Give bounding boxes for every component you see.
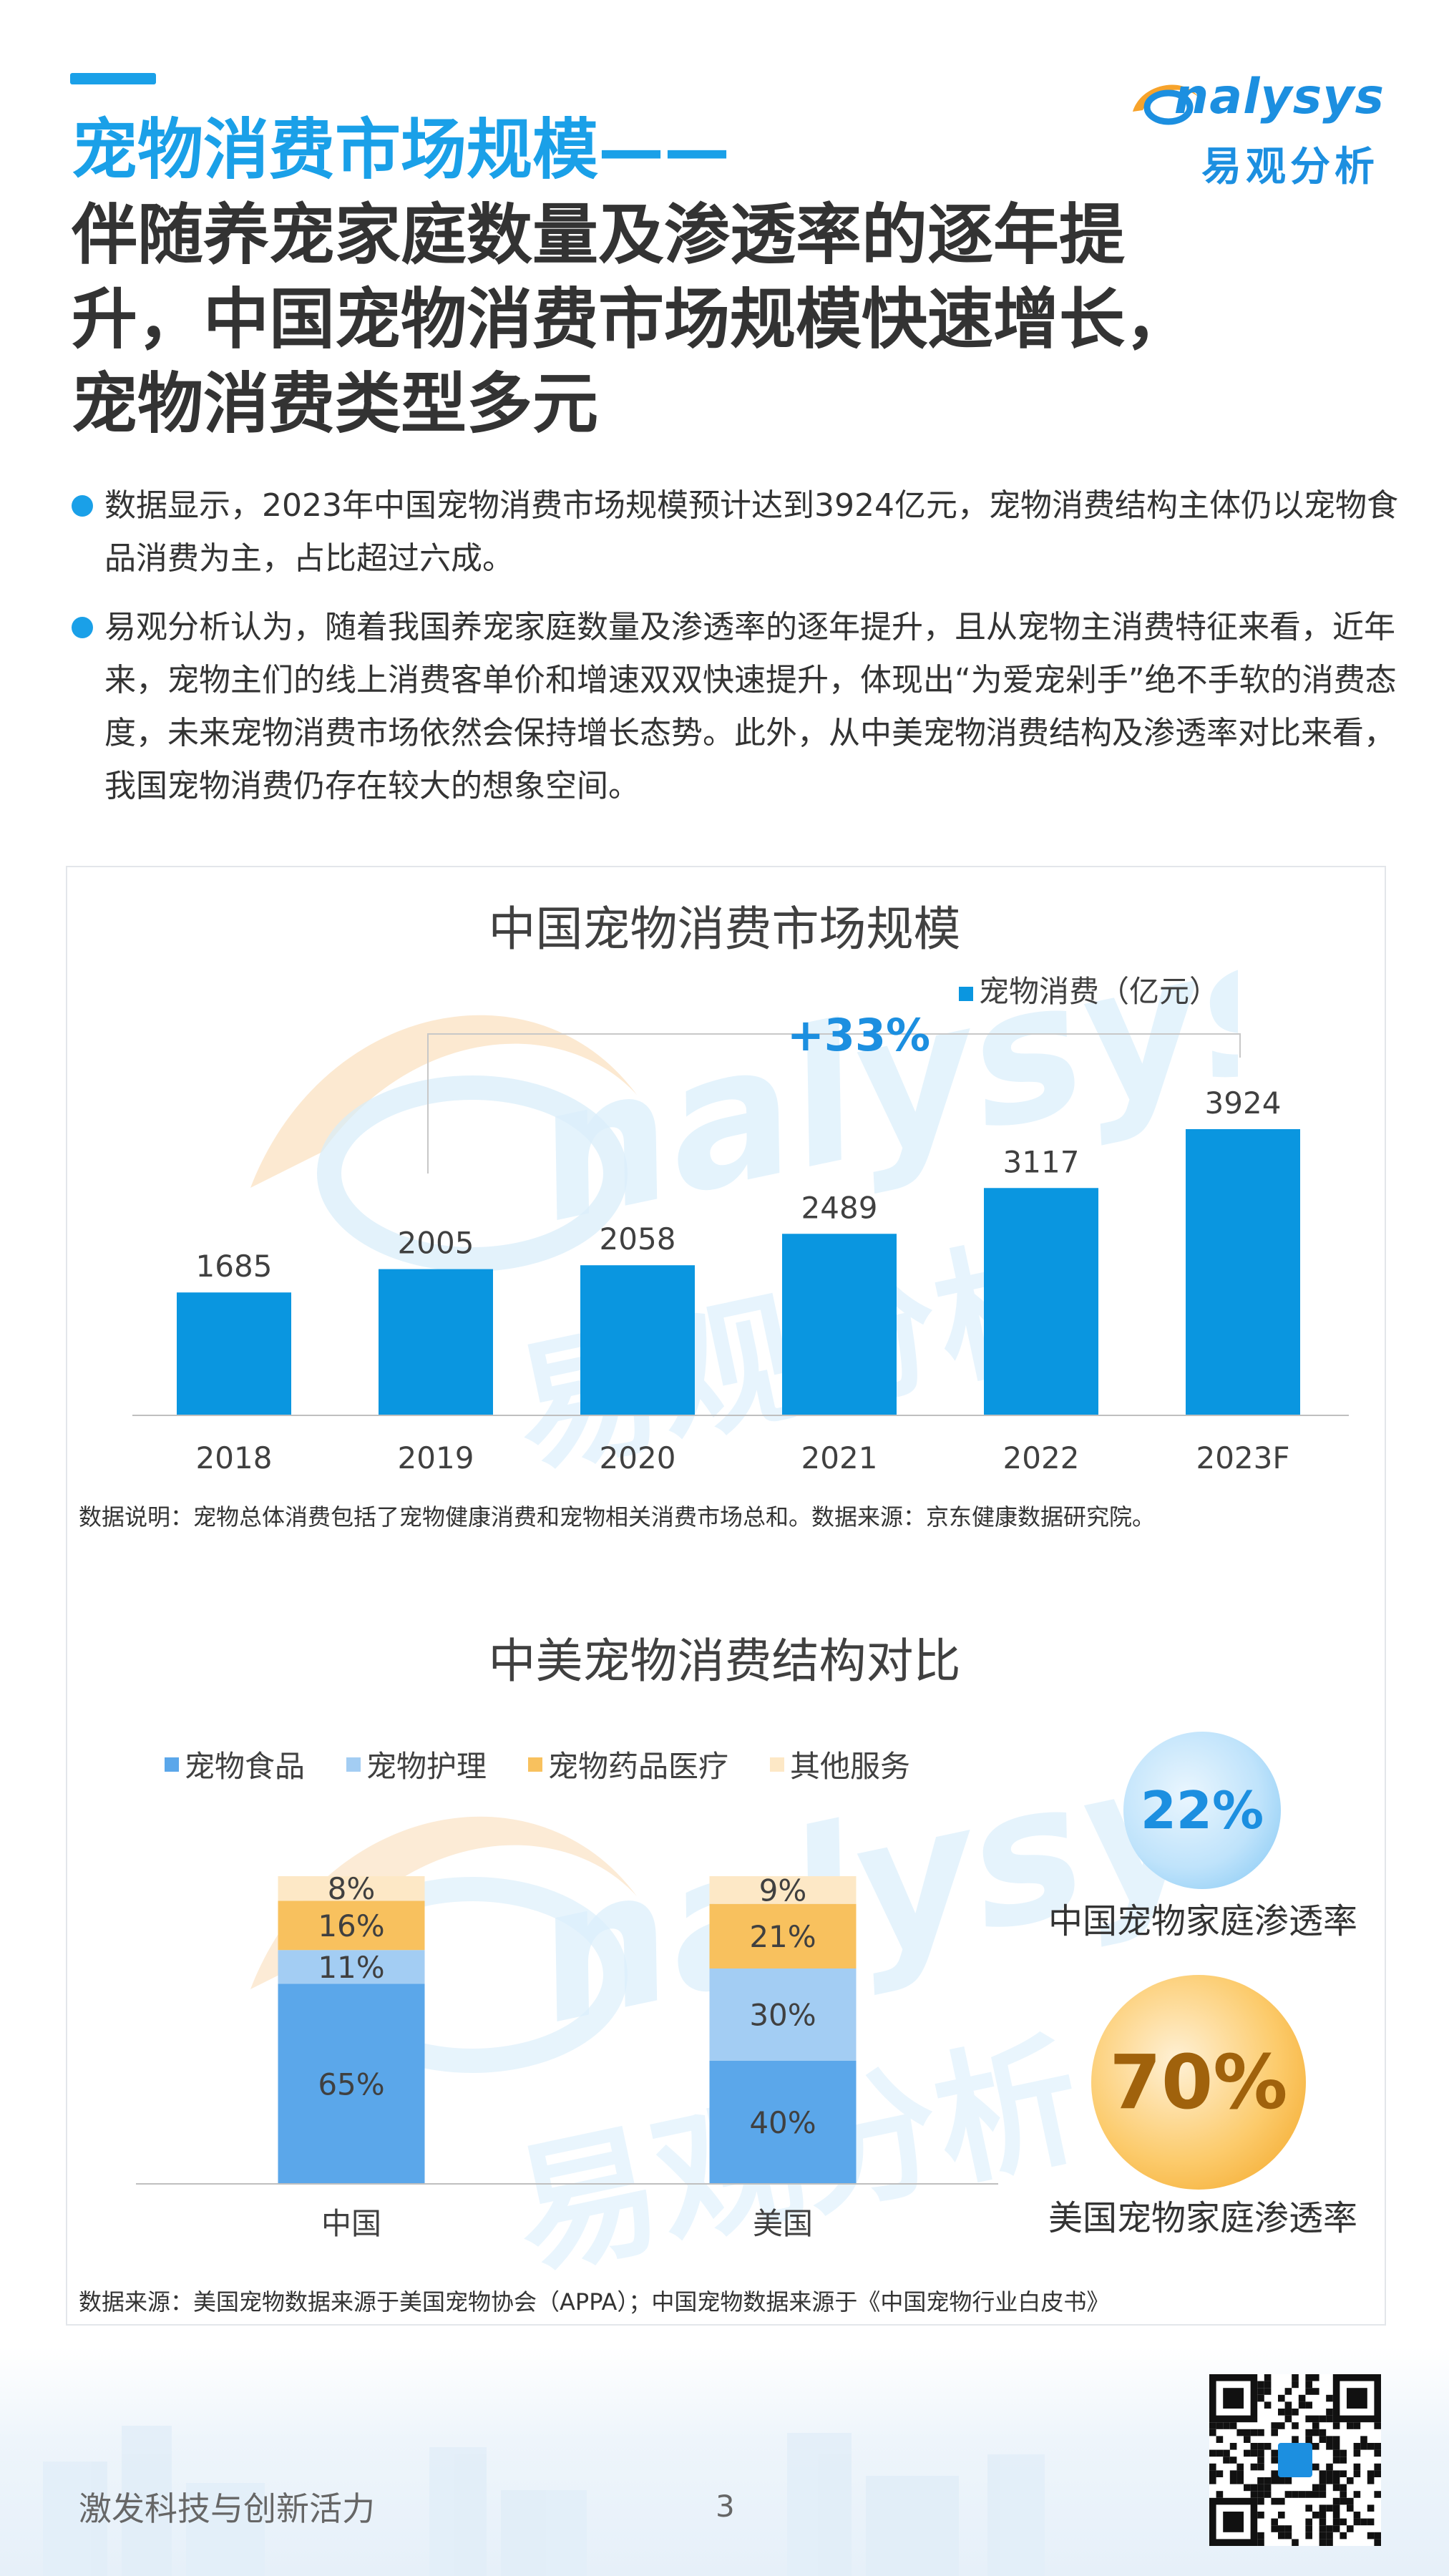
x-tick-label: 2021 — [801, 1440, 878, 1475]
stack-segment — [709, 1903, 857, 1968]
stack-segment — [709, 1968, 857, 2061]
bar — [1186, 1129, 1300, 1415]
heading-blue: 宠物消费市场规模—— — [72, 112, 731, 188]
x-tick-label: 2022 — [1003, 1440, 1080, 1475]
legend-label: 宠物药品医疗 — [548, 1749, 729, 1784]
stack-segment — [278, 1984, 425, 2184]
brand-logo: nalysys 易观分析 — [1127, 69, 1385, 190]
logo-brand-cn: 易观分析 — [1201, 144, 1379, 190]
legend-item: 宠物药品医疗 — [528, 1742, 728, 1786]
data-label: 3924 — [1205, 1085, 1282, 1121]
legend-item: 其他服务 — [770, 1742, 910, 1786]
legend-swatch — [346, 1757, 361, 1772]
data-label: 65% — [318, 2067, 384, 2102]
stack-segment — [278, 1876, 425, 1901]
legend-label: 宠物食品 — [185, 1749, 306, 1784]
bullet-list: 数据显示，2023年中国宠物消费市场规模预计达到3924亿元，宠物消费结构主体仍… — [72, 479, 1402, 829]
x-tick-label: 美国 — [753, 2206, 813, 2241]
accent-line — [70, 73, 156, 84]
bar — [580, 1265, 695, 1415]
x-tick-label: 2019 — [398, 1440, 474, 1475]
bullet-item: 易观分析认为，随着我国养宠家庭数量及渗透率的逐年提升，且从宠物主消费特征来看，近… — [72, 601, 1402, 813]
x-tick-label: 中国 — [321, 2206, 381, 2241]
logo-swoosh-icon — [1133, 84, 1199, 125]
china-penetration-label: 中国宠物家庭渗透率 — [1048, 1901, 1358, 1941]
legend-swatch — [959, 986, 973, 1001]
growth-annotation: +33% — [787, 1009, 930, 1061]
chart2-title: 中美宠物消费结构对比 — [488, 1634, 961, 1689]
x-tick-label: 2020 — [600, 1440, 676, 1475]
data-label: 2058 — [600, 1221, 676, 1257]
data-label: 2489 — [801, 1190, 878, 1225]
skyline-decoration-icon — [43, 2426, 1045, 2576]
legend-swatch — [165, 1757, 179, 1772]
us-penetration-circle: 70% — [1091, 1975, 1306, 2190]
chart1-title: 中国宠物消费市场规模 — [488, 902, 961, 957]
data-label: 11% — [318, 1950, 384, 1985]
legend-item: 宠物食品 — [165, 1742, 305, 1786]
legend-swatch — [528, 1757, 543, 1772]
bar — [984, 1188, 1098, 1415]
logo-brand-text: nalysys — [1174, 69, 1385, 125]
data-label: 9% — [759, 1873, 807, 1908]
data-label: 21% — [749, 1919, 816, 1954]
x-tick-label: 2018 — [196, 1440, 273, 1475]
page-number: 3 — [716, 2489, 735, 2524]
page-heading: 宠物消费市场规模—— 伴随养宠家庭数量及渗透率的逐年提升，中国宠物消费市场规模快… — [72, 107, 1288, 447]
china-penetration-circle: 22% — [1123, 1732, 1281, 1889]
bullet-text: 数据显示，2023年中国宠物消费市场规模预计达到3924亿元，宠物消费结构主体仍… — [104, 487, 1398, 577]
data-label: 3117 — [1003, 1144, 1080, 1179]
footer-band — [0, 2347, 1449, 2576]
data-label: 1685 — [196, 1249, 273, 1284]
qr-code-icon — [1209, 2374, 1381, 2546]
data-label: 8% — [328, 1871, 376, 1906]
stack-segment — [709, 2061, 857, 2184]
footer-slogan: 激发科技与创新活力 — [79, 2489, 375, 2528]
bar — [177, 1292, 291, 1415]
chart2-note: 数据来源：美国宠物数据来源于美国宠物协会（APPA）；中国宠物数据来源于《中国宠… — [79, 2288, 1110, 2316]
legend-label: 宠物护理 — [366, 1749, 487, 1784]
heading-dark: 伴随养宠家庭数量及渗透率的逐年提升，中国宠物消费市场规模快速增长，宠物消费类型多… — [72, 197, 1191, 442]
bullet-item: 数据显示，2023年中国宠物消费市场规模预计达到3924亿元，宠物消费结构主体仍… — [72, 479, 1402, 585]
data-label: 16% — [318, 1908, 384, 1943]
data-label: 2005 — [398, 1226, 474, 1261]
legend-item: 宠物护理 — [346, 1742, 487, 1786]
bar — [782, 1234, 897, 1415]
data-label: 30% — [749, 1998, 816, 2033]
legend-label: 其他服务 — [790, 1749, 911, 1784]
bullet-dot-icon — [72, 495, 93, 517]
bullet-dot-icon — [72, 617, 93, 638]
chart1-note: 数据说明：宠物总体消费包括了宠物健康消费和宠物相关消费市场总和。数据来源：京东健… — [79, 1503, 1156, 1531]
legend-swatch — [770, 1757, 785, 1772]
bullet-text: 易观分析认为，随着我国养宠家庭数量及渗透率的逐年提升，且从宠物主消费特征来看，近… — [104, 609, 1397, 804]
legend-label: 宠物消费（亿元） — [979, 974, 1220, 1009]
chart1-legend: 宠物消费（亿元） — [959, 967, 1219, 1011]
chart1-marks: +33% 1685 2018 2005 2019 2058 2020 2489 2021 3117… — [132, 1009, 1349, 1475]
stack-segment — [278, 1901, 425, 1951]
stack-segment — [709, 1876, 857, 1904]
chart2-legend: 宠物食品 宠物护理 宠物药品医疗 其他服务 — [165, 1742, 910, 1786]
chart2-marks: 65% 11% 16%8% 中国 40% 30% 21% 9% 美国 — [136, 1871, 998, 2241]
data-label: 40% — [749, 2105, 816, 2140]
stack-segment — [278, 1950, 425, 1984]
growth-bracket — [427, 1033, 1241, 1174]
bar — [379, 1269, 493, 1415]
x-tick-label: 2023F — [1196, 1440, 1289, 1475]
us-penetration-label: 美国宠物家庭渗透率 — [1048, 2198, 1358, 2238]
